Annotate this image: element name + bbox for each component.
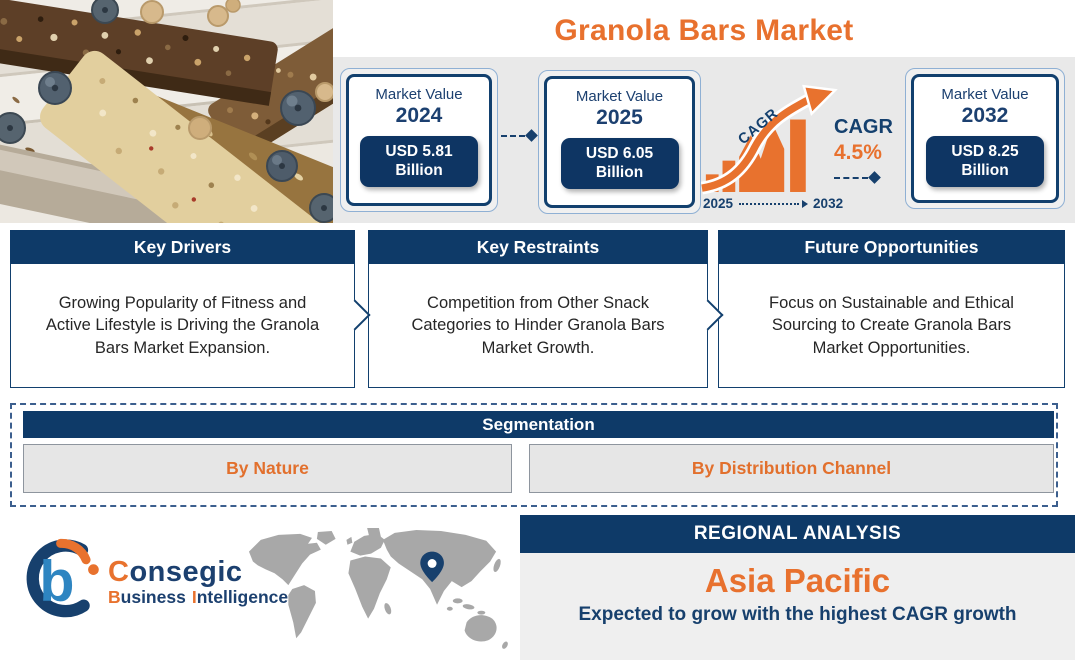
dashed-connector bbox=[834, 171, 906, 184]
market-value-card-inner: Market Value 2024 USD 5.81 Billion bbox=[346, 74, 492, 206]
market-value-amount: USD 5.81 Billion bbox=[360, 136, 478, 187]
logo-brand-subtitle: Business Intelligence bbox=[108, 587, 289, 607]
consegic-logo: b Consegic Business Intelligence bbox=[18, 527, 288, 627]
market-value-year: 2025 bbox=[596, 106, 643, 129]
cagr-start-year: 2025 bbox=[703, 196, 734, 211]
consegic-logo-mark: b bbox=[26, 538, 99, 618]
dashed-connector bbox=[501, 129, 538, 142]
segmentation-section: Segmentation By Nature By Distribution C… bbox=[10, 403, 1058, 507]
key-drivers-text: Growing Popularity of Fitness and Active… bbox=[10, 264, 355, 388]
diamond-icon bbox=[868, 171, 881, 184]
regional-analysis-section: REGIONAL ANALYSIS Asia Pacific Expected … bbox=[520, 515, 1075, 660]
svg-text:b: b bbox=[39, 550, 74, 614]
cagr-value: 4.5% bbox=[834, 141, 882, 164]
consegic-logo-text: Consegic Business Intelligence bbox=[108, 556, 288, 608]
segmentation-header: Segmentation bbox=[23, 411, 1054, 438]
cagr-label: CAGR bbox=[834, 116, 893, 138]
market-value-year: 2024 bbox=[395, 104, 443, 127]
market-value-label: Market Value bbox=[575, 88, 664, 105]
future-opportunities-text: Focus on Sustainable and Ethical Sourcin… bbox=[718, 264, 1065, 388]
future-opportunities-header: Future Opportunities bbox=[718, 230, 1065, 264]
key-drivers-header: Key Drivers bbox=[10, 230, 355, 264]
arrow-right-icon bbox=[802, 199, 809, 208]
market-value-amount: USD 8.25 Billion bbox=[926, 136, 1044, 187]
diamond-icon bbox=[525, 129, 538, 142]
market-value-card-2032: Market Value 2032 USD 8.25 Billion bbox=[905, 68, 1065, 209]
market-value-label: Market Value bbox=[375, 86, 463, 103]
cagr-labels: CAGR 4.5% bbox=[834, 116, 906, 184]
logo-brand-name: Consegic bbox=[108, 556, 243, 588]
key-restraints-text: Competition from Other Snack Categories … bbox=[368, 264, 708, 388]
regional-region-name: Asia Pacific bbox=[704, 562, 891, 599]
market-value-card-inner: Market Value 2032 USD 8.25 Billion bbox=[911, 74, 1059, 203]
cagr-end-year: 2032 bbox=[813, 196, 844, 211]
regional-analysis-body: Asia Pacific Expected to grow with the h… bbox=[520, 553, 1075, 660]
regional-analysis-header: REGIONAL ANALYSIS bbox=[520, 515, 1075, 553]
cagr-years-range: 2025 2032 bbox=[703, 196, 843, 211]
market-value-year: 2032 bbox=[961, 104, 1009, 127]
market-value-label: Market Value bbox=[941, 86, 1029, 103]
granola-bars-photo bbox=[0, 0, 333, 223]
segment-by-distribution-channel: By Distribution Channel bbox=[529, 444, 1054, 493]
segment-by-nature: By Nature bbox=[23, 444, 512, 493]
page-title: Granola Bars Market bbox=[554, 14, 854, 47]
key-restraints-header: Key Restraints bbox=[368, 230, 708, 264]
market-value-card-inner: Market Value 2025 USD 6.05 Billion bbox=[544, 76, 695, 208]
market-value-amount: USD 6.05 Billion bbox=[560, 138, 679, 189]
market-value-card-2024: Market Value 2024 USD 5.81 Billion bbox=[340, 68, 498, 212]
world-map bbox=[248, 528, 508, 649]
dotted-line bbox=[739, 202, 800, 205]
location-pin-icon bbox=[420, 551, 444, 583]
regional-subtitle: Expected to grow with the highest CAGR g… bbox=[578, 604, 1017, 625]
market-value-card-2025: Market Value 2025 USD 6.05 Billion bbox=[538, 70, 701, 214]
cagr-growth-chart: CAGR bbox=[700, 84, 838, 195]
granola-photo-illustration bbox=[0, 0, 333, 223]
